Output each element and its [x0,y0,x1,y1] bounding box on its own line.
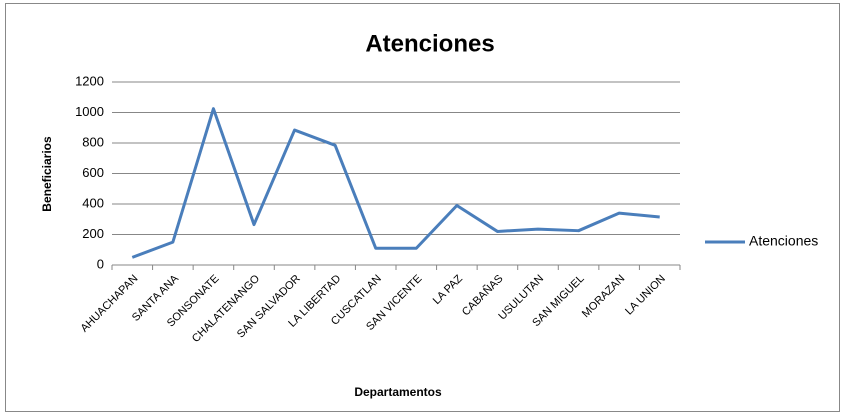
y-tick-label: 1000 [75,104,104,119]
y-tick-label: 200 [82,226,104,241]
y-tick-label: 600 [82,165,104,180]
y-tick-label: 800 [82,134,104,149]
y-tick-label: 1200 [75,73,104,88]
y-tick-label: 0 [97,256,104,271]
line-series [131,107,660,259]
y-axis-label: Beneficiarios [40,136,54,212]
legend-label: Atenciones [749,233,818,249]
x-axis-label: Departamentos [354,385,442,399]
y-tick-label: 400 [82,195,104,210]
chart-title: Atenciones [365,30,494,57]
chart-border [5,3,840,412]
